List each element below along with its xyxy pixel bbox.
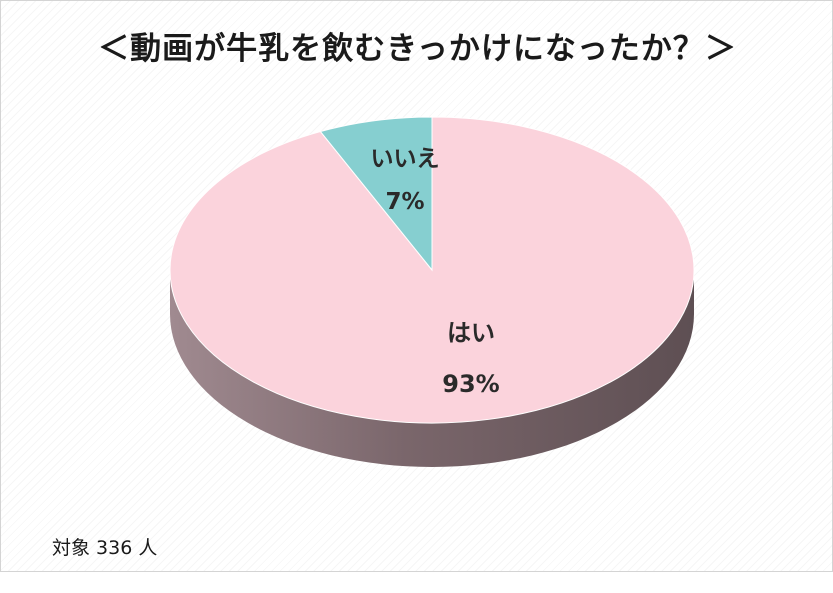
slice-label-yes: はい <box>447 319 495 347</box>
chart-title: ＜動画が牛乳を飲むきっかけになったか？＞ <box>98 31 737 67</box>
sample-size-note: 対象 336 人 <box>52 537 158 559</box>
pie-slice-no <box>319 116 433 272</box>
slice-label-no: いいえ <box>371 146 440 172</box>
pie-side-wall <box>170 270 694 467</box>
slice-value-no: 7% <box>385 189 424 215</box>
slice-value-yes: 93% <box>442 370 499 398</box>
